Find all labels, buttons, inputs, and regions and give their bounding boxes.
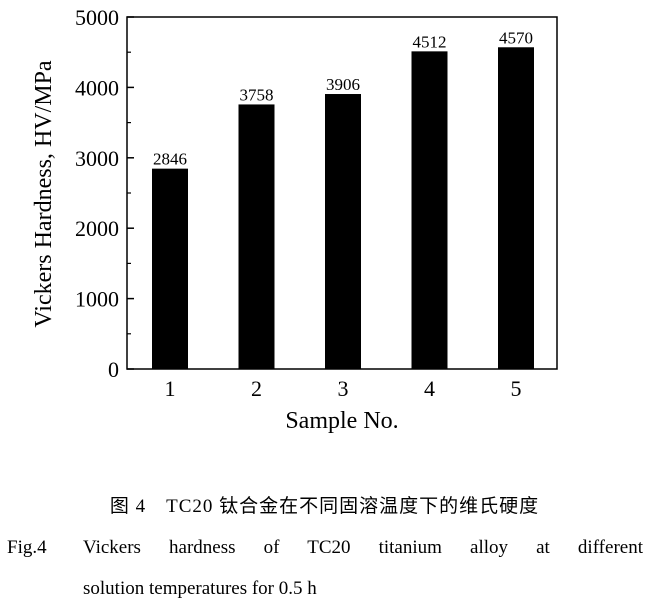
x-axis-ticks: 1 2 3 4 5 — [165, 362, 522, 401]
figure-caption-english-line1: Fig.4 Vickers hardness of TC20 titanium … — [7, 537, 643, 559]
bars-group — [152, 47, 534, 370]
bar-value-label: 4570 — [499, 28, 533, 47]
bar-sample-5 — [498, 47, 534, 369]
y-tick-label: 1000 — [75, 287, 119, 312]
bar-sample-2 — [238, 104, 275, 369]
x-tick-label: 2 — [251, 376, 262, 401]
x-tick-label: 5 — [511, 376, 522, 401]
x-tick-label: 1 — [165, 376, 176, 401]
bar-value-label: 3906 — [326, 75, 360, 94]
y-tick-label: 3000 — [75, 146, 119, 171]
y-axis-label: Vickers Hardness, HV/MPa — [31, 60, 57, 328]
y-axis-ticks: 0 1000 2000 3000 4000 5000 — [75, 5, 134, 382]
bar-value-label: 4512 — [413, 32, 447, 51]
bar-sample-4 — [411, 51, 448, 370]
x-axis-label: Sample No. — [285, 408, 398, 434]
bar-value-label: 3758 — [240, 85, 274, 104]
y-tick-label: 4000 — [75, 75, 119, 100]
figure-caption-english-line2: solution temperatures for 0.5 h — [83, 578, 317, 599]
bar-sample-1 — [152, 168, 188, 369]
bar-labels-group: 2846 3758 3906 4512 4570 — [153, 28, 533, 168]
y-tick-label: 5000 — [75, 5, 119, 30]
x-tick-label: 4 — [424, 376, 435, 401]
figure-number-label: Fig.4 — [7, 537, 47, 558]
figure-caption-english-text: Vickers hardness of TC20 titanium alloy … — [83, 537, 643, 558]
figure-caption-chinese: 图 4 TC20 钛合金在不同固溶温度下的维氏硬度 — [109, 496, 540, 517]
bar-value-label: 2846 — [153, 150, 187, 169]
bar-sample-3 — [325, 94, 361, 369]
x-tick-label: 3 — [338, 376, 349, 401]
y-tick-label: 0 — [108, 357, 119, 382]
y-tick-label: 2000 — [75, 216, 119, 241]
plot-frame — [126, 16, 558, 370]
